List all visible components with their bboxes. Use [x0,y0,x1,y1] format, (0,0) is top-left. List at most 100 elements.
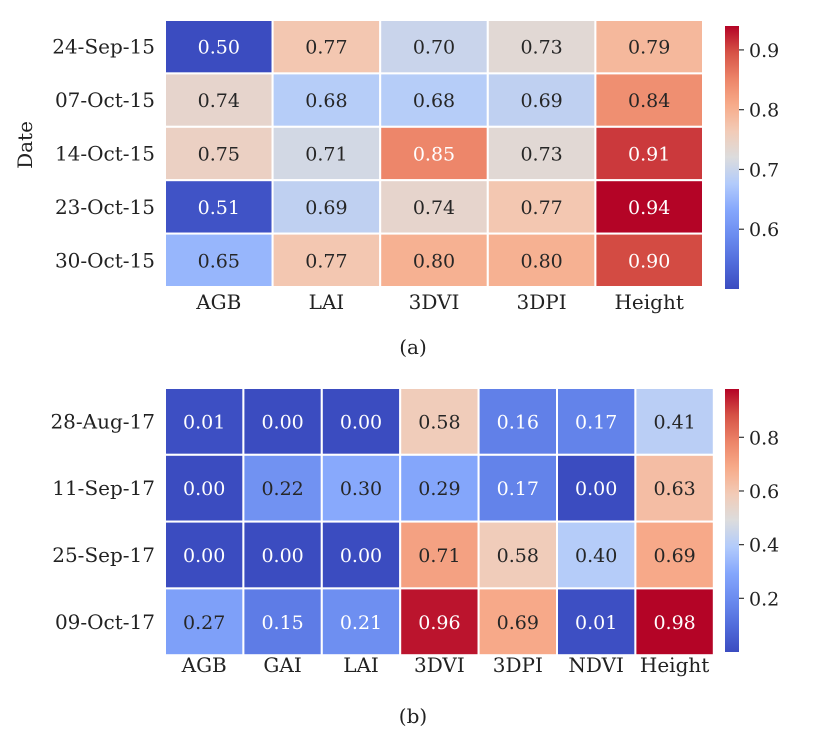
heatmap-a-cell-label: 0.77 [520,197,562,219]
heatmap-b-cell [477,520,559,590]
heatmap-b-cell [556,520,637,590]
heatmap-b-column-label: NDVI [568,653,624,677]
heatmap-a-cell [164,232,274,289]
heatmap-b-cell-label: 0.00 [183,545,225,567]
heatmap-b-cell-label: 0.69 [497,612,539,634]
heatmap-b-cell-label: 0.17 [575,411,617,433]
heatmap-b-column-label: 3DPI [493,653,543,677]
heatmap-b-column-labels: AGB GAI LAI 3DVI 3DPI NDVI Height [181,653,710,677]
heatmap-b-cell-label: 0.16 [497,411,539,433]
heatmap-b-cell [399,587,480,657]
heatmap-a-cell [164,72,274,128]
heatmap-b-cell-label: 0.27 [183,612,225,634]
heatmap-a-cell-label: 0.51 [198,197,240,219]
heatmap-b-cell [634,520,715,590]
heatmap-a-cell [594,232,705,289]
heatmap-a-cell-label: 0.71 [305,144,347,166]
heatmap-panel-b: 0.01 0.00 0.00 0.58 0.16 0.17 0.41 0.00 0.22 0.30… [50,387,779,728]
heatmap-b-cell [399,387,480,456]
heatmap-b-cell [320,387,402,456]
heatmap-b-row-label: 09-Oct-17 [55,610,155,634]
heatmap-a-cell [271,232,382,289]
colorbar-b-tick-label: 0.2 [749,588,779,610]
heatmap-b-cell-label: 0.21 [340,612,382,634]
heatmap-b-cell-label: 0.71 [418,545,460,567]
colorbar-a: 0.6 0.7 0.8 0.9 [725,26,779,289]
heatmap-a-cell-label: 0.74 [198,90,240,112]
heatmap-b-column-label: Height [640,653,709,677]
heatmap-b-cell [164,587,245,657]
heatmap-a-cell-label: 0.77 [305,37,347,59]
heatmap-a-cell-labels: 0.50 0.77 0.70 0.73 0.79 0.74 0.68 0.68 0.69 0.84… [198,37,671,273]
heatmap-a-cell-label: 0.68 [305,90,347,112]
heatmap-b-cell [320,587,402,657]
heatmap-a-column-label: Height [614,290,683,314]
heatmap-b-cell-label: 0.96 [418,612,460,634]
heatmap-b-column-label: AGB [181,653,227,677]
colorbar-a-tick-label: 0.9 [749,40,779,62]
heatmap-a-cell [594,72,705,128]
heatmap-a-cell-label: 0.94 [628,197,670,219]
heatmap-a-row-label: 23-Oct-15 [55,195,155,219]
heatmap-a-cell-label: 0.85 [413,144,455,166]
heatmap-b-cell-label: 0.40 [575,545,617,567]
heatmap-a-cell [164,179,274,235]
heatmap-b-cell-label: 0.98 [653,612,695,634]
colorbar-b-tick-label: 0.8 [749,427,779,449]
heatmap-a-row-label: 30-Oct-15 [55,248,155,272]
heatmap-a-cell-label: 0.80 [413,250,455,272]
heatmap-b-cell-label: 0.58 [497,545,539,567]
heatmap-a-cell [486,179,597,235]
panel-a-caption: (a) [399,335,427,359]
heatmap-b-cell-label: 0.00 [183,478,225,500]
heatmap-b-cell [634,587,715,657]
heatmap-a-cell-label: 0.65 [198,250,240,272]
heatmap-a-row-label: 14-Oct-15 [55,142,155,166]
heatmap-b-row-labels: 28-Aug-17 11-Sep-17 25-Sep-17 09-Oct-17 [50,409,155,633]
heatmap-b-cell [320,520,402,590]
heatmap-a-row-label: 24-Sep-15 [52,35,155,59]
heatmap-a-cell-label: 0.73 [520,144,562,166]
heatmap-b-cell [164,520,245,590]
heatmap-b-cell [556,587,637,657]
colorbar-a-gradient [725,26,739,289]
heatmap-b-cell-label: 0.30 [340,478,382,500]
heatmap-b-cell-label: 0.69 [653,545,695,567]
heatmap-b-cell [399,453,480,523]
heatmap-a-cell [486,125,597,182]
heatmap-a-cell [594,179,705,235]
heatmap-b-cell-label: 0.01 [183,411,225,433]
colorbar-a-ticks: 0.6 0.7 0.8 0.9 [739,40,779,241]
heatmap-b-cell-label: 0.01 [575,612,617,634]
heatmap-b-cell-label: 0.00 [261,411,303,433]
heatmap-a-cell [271,125,382,182]
heatmap-b-column-label: 3DVI [414,653,465,677]
heatmap-b-column-label: GAI [263,653,301,677]
heatmap-b-cell-label: 0.00 [261,545,303,567]
heatmap-a-column-labels: AGB LAI 3DVI 3DPI Height [195,290,684,314]
heatmap-a-cell-label: 0.77 [305,250,347,272]
heatmap-b-cell [242,387,323,456]
heatmap-b-cell [242,587,323,657]
heatmap-a-cell [379,179,489,235]
colorbar-a-tick-label: 0.6 [749,219,779,241]
colorbar-b: 0.2 0.4 0.6 0.8 [725,389,779,652]
heatmap-a-cell-label: 0.69 [520,90,562,112]
heatmap-b-cell [556,453,637,523]
heatmap-a-cell-label: 0.90 [628,250,670,272]
heatmap-a-column-label: AGB [195,290,241,314]
heatmap-b-column-label: LAI [343,653,379,677]
heatmap-a-column-label: LAI [309,290,345,314]
heatmap-b-cell-label: 0.15 [261,612,303,634]
colorbar-a-tick-label: 0.7 [749,159,779,181]
colorbar-b-tick-label: 0.6 [749,481,779,503]
heatmap-a-cell [379,72,489,128]
heatmap-a-cell-label: 0.70 [413,37,455,59]
heatmap-b-row-label: 11-Sep-17 [52,476,155,500]
heatmap-panel-a: 0.50 0.77 0.70 0.73 0.79 0.74 0.68 0.68 0.69 0.84… [13,19,779,359]
heatmap-a-cell-label: 0.50 [198,37,240,59]
heatmap-b-cell [164,453,245,523]
heatmap-b-cell-label: 0.41 [653,411,695,433]
heatmap-b-cell-label: 0.58 [418,411,460,433]
